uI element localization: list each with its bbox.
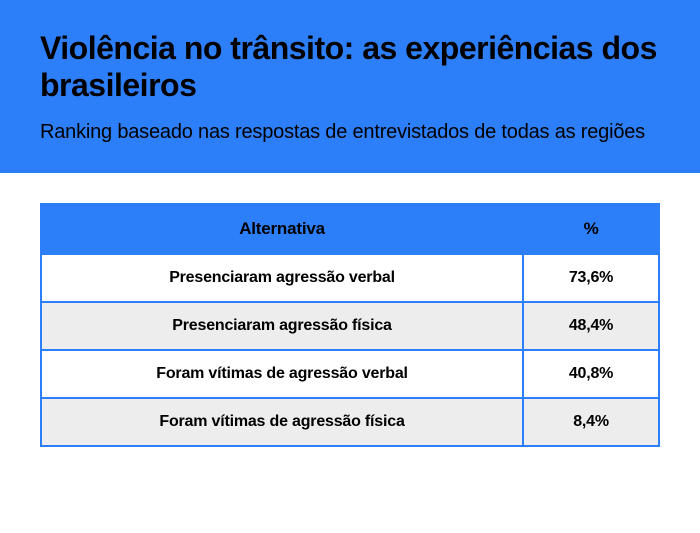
col-header-alternativa: Alternativa [41,204,523,254]
cell-alternativa: Foram vítimas de agressão verbal [41,350,523,398]
table-container: Alternativa % Presenciaram agressão verb… [0,173,700,447]
data-table: Alternativa % Presenciaram agressão verb… [40,203,660,447]
table-row: Presenciaram agressão verbal 73,6% [41,254,659,302]
cell-percent: 40,8% [523,350,659,398]
table-header-row: Alternativa % [41,204,659,254]
page-subtitle: Ranking baseado nas respostas de entrevi… [40,120,660,145]
cell-percent: 73,6% [523,254,659,302]
table-row: Foram vítimas de agressão verbal 40,8% [41,350,659,398]
header-banner: Violência no trânsito: as experiências d… [0,0,700,173]
col-header-percent: % [523,204,659,254]
table-row: Foram vítimas de agressão física 8,4% [41,398,659,446]
cell-percent: 8,4% [523,398,659,446]
cell-alternativa: Foram vítimas de agressão física [41,398,523,446]
cell-alternativa: Presenciaram agressão verbal [41,254,523,302]
cell-alternativa: Presenciaram agressão física [41,302,523,350]
table-row: Presenciaram agressão física 48,4% [41,302,659,350]
page-title: Violência no trânsito: as experiências d… [40,30,660,104]
cell-percent: 48,4% [523,302,659,350]
